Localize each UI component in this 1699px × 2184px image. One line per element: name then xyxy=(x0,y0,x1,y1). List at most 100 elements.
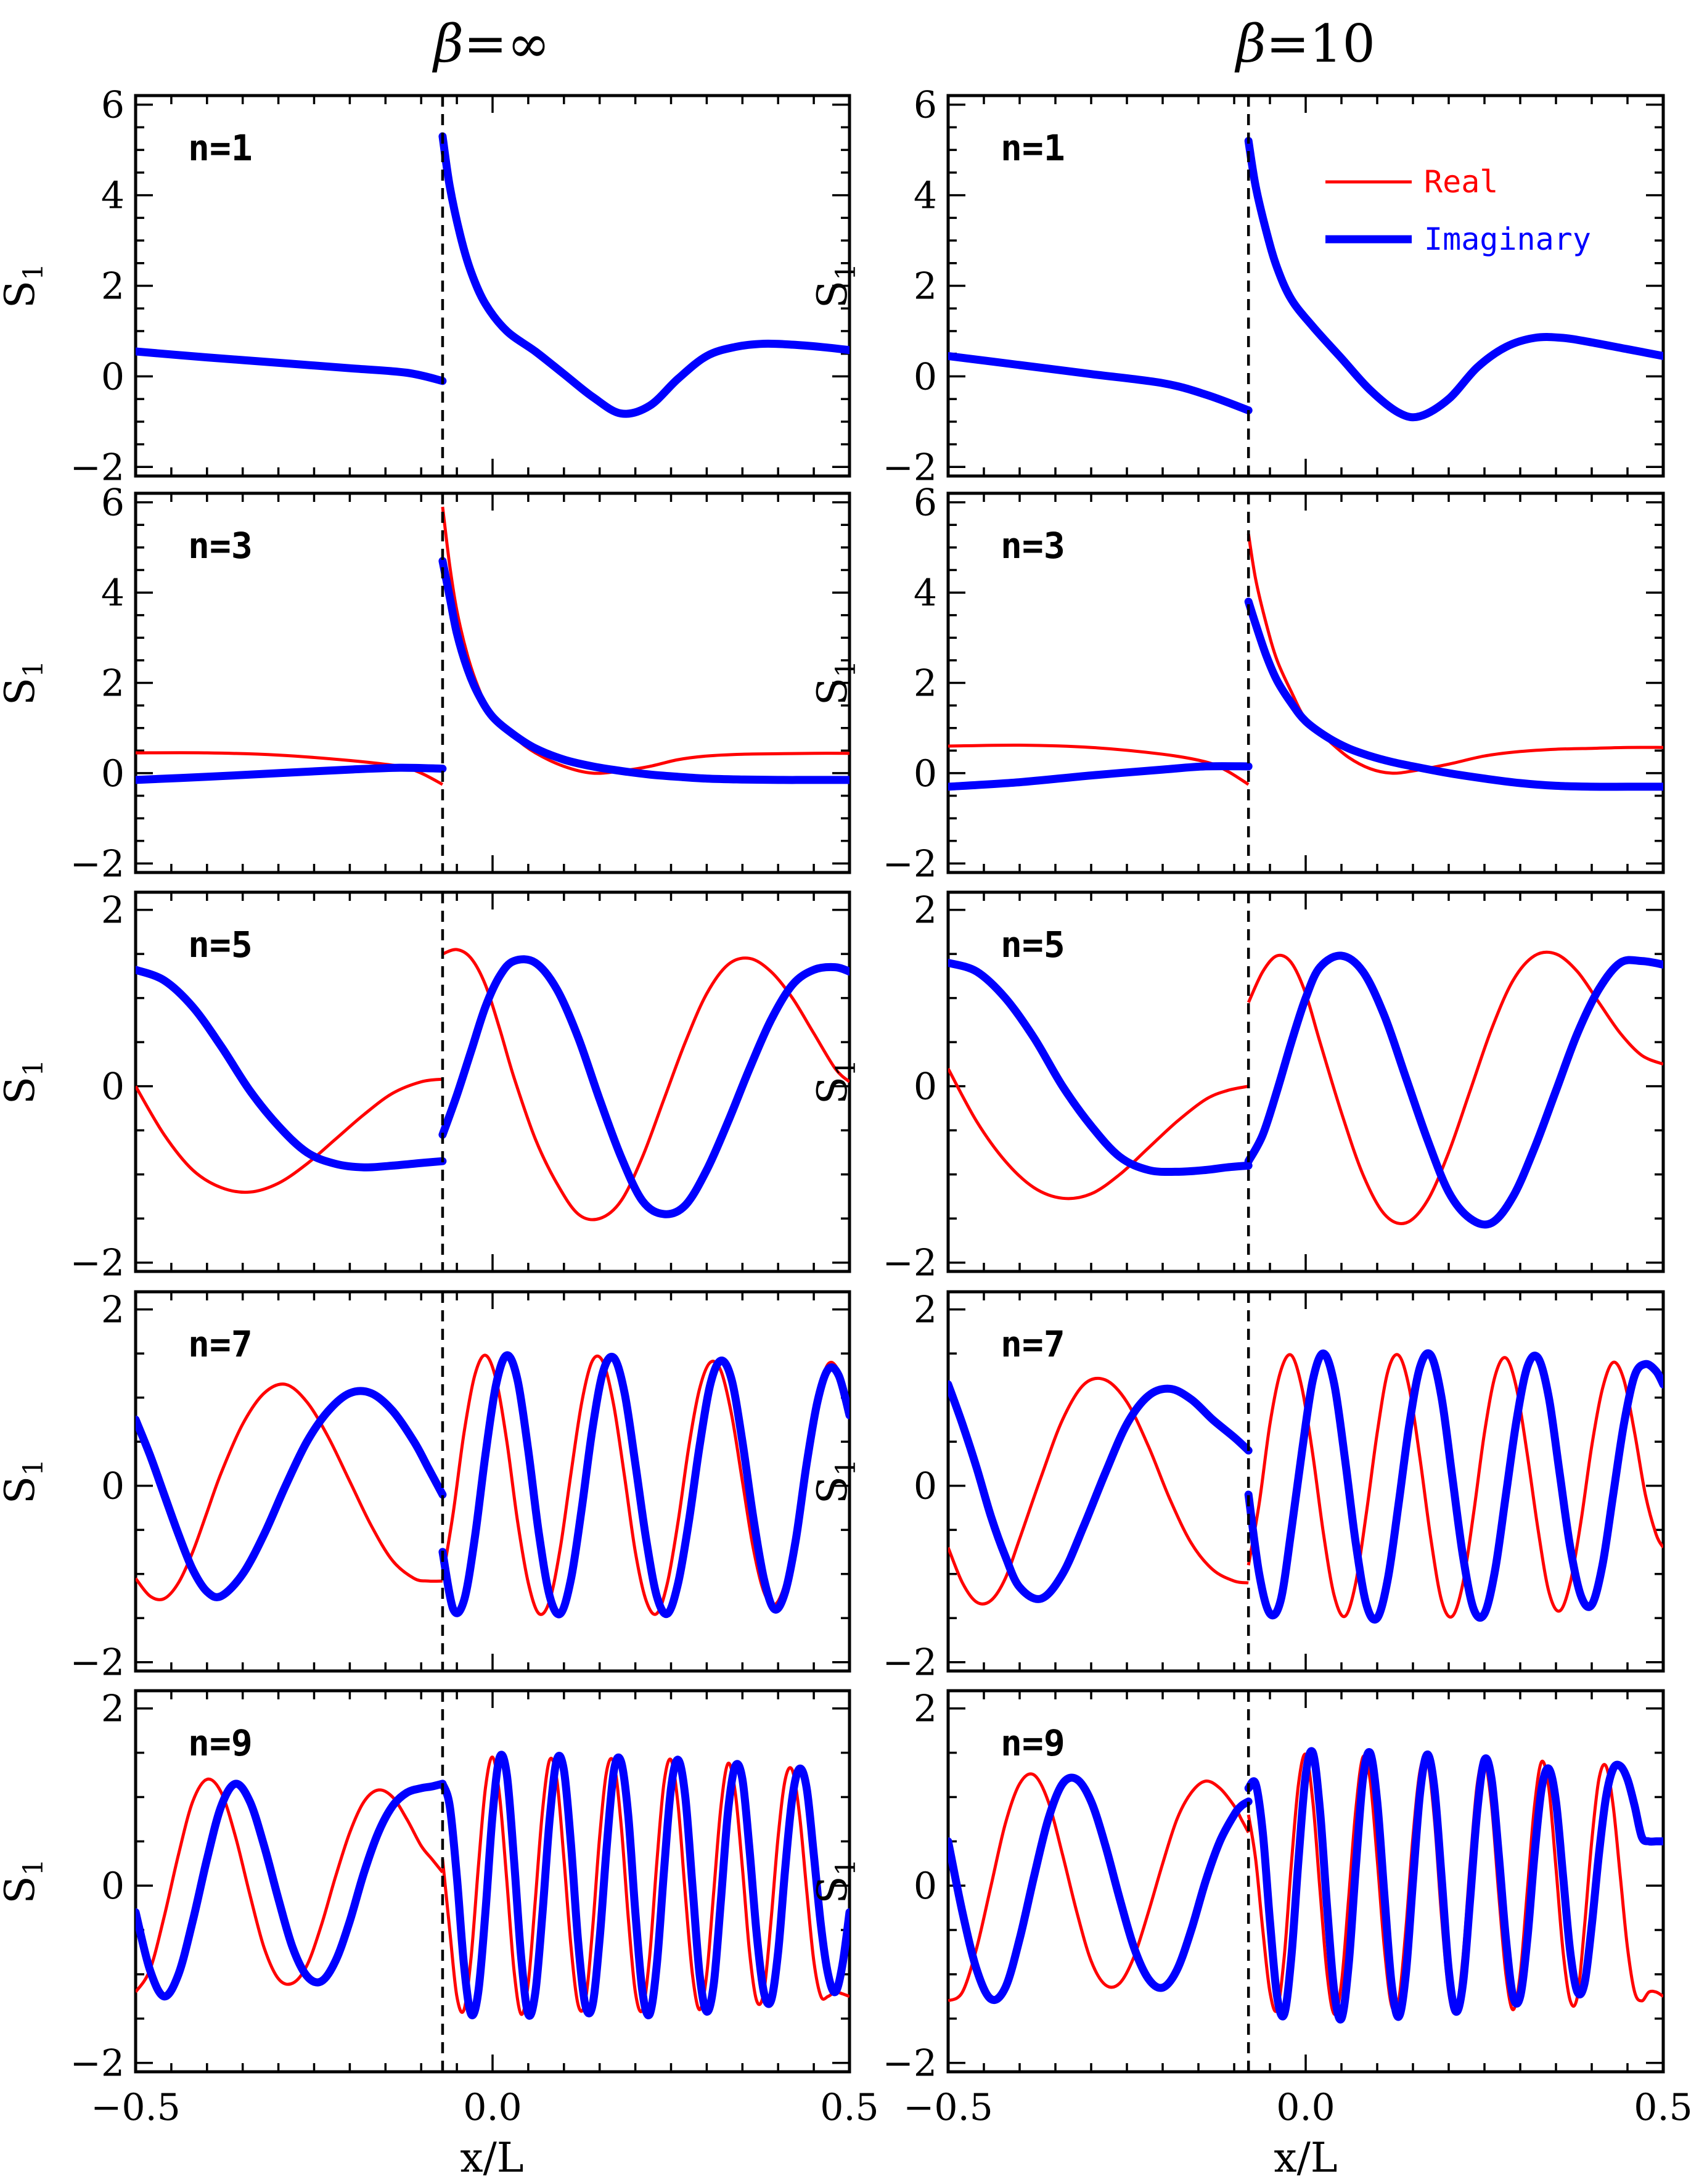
y-tick-label: 0 xyxy=(914,1065,937,1109)
x-tick-label: 0.0 xyxy=(463,2086,522,2129)
y-axis-label-subscript: 1 xyxy=(18,1059,49,1077)
y-tick-label: −2 xyxy=(883,446,937,489)
x-tick-label: 0.0 xyxy=(1276,2086,1335,2129)
y-tick-label: 0 xyxy=(101,1465,125,1508)
panel-r4-c1: −2 0 2 −0.5 0.0 0.5 S1 n=9 xyxy=(809,1688,1693,2129)
real-series-line-seg0 xyxy=(948,1376,1249,1606)
y-axis-label: S1 xyxy=(809,1858,862,1903)
imaginary-series-line-seg1 xyxy=(438,557,849,784)
panel-r0-c0: −2 0 2 4 6 S1 n=1 xyxy=(0,84,851,489)
panel-r3-c1: −2 0 2 S1 n=7 xyxy=(809,1289,1665,1685)
panel-r0-c1: −2 0 2 4 6 S1 n=1 xyxy=(809,84,1665,489)
imaginary-series-line-seg0 xyxy=(948,1380,1253,1603)
series-group xyxy=(136,948,849,1221)
imaginary-series-line-seg0 xyxy=(136,1387,447,1601)
y-tick-label: −2 xyxy=(883,842,937,885)
series-group xyxy=(948,533,1663,791)
imaginary-series-line-seg1 xyxy=(1244,1747,1663,2024)
legend: Real Imaginary xyxy=(1325,164,1591,257)
y-tick-label: 0 xyxy=(101,1865,125,1908)
y-axis-label-symbol: S xyxy=(809,1077,856,1104)
y-axis-label-symbol: S xyxy=(0,281,44,308)
real-series-line-seg1 xyxy=(1247,950,1663,1225)
imaginary-series-line-seg1 xyxy=(1244,597,1663,791)
series-group xyxy=(948,950,1663,1229)
x-tick-label: −0.5 xyxy=(903,2086,993,2129)
y-axis-label-subscript: 1 xyxy=(830,1459,862,1476)
imaginary-series-line-seg1 xyxy=(438,955,849,1218)
y-axis-label-symbol: S xyxy=(0,678,44,705)
panel-n-label: n=1 xyxy=(1001,127,1065,169)
y-axis-label-symbol: S xyxy=(809,678,856,705)
y-tick-label: 4 xyxy=(914,572,937,615)
panel-r1-c1: −2 0 2 4 6 S1 n=3 xyxy=(809,482,1665,885)
imaginary-series-line-seg0 xyxy=(136,763,447,784)
real-series-line-seg0 xyxy=(136,1077,443,1194)
real-series-line-seg0 xyxy=(948,1772,1250,2003)
y-tick-label: 6 xyxy=(101,482,125,525)
y-tick-label: 0 xyxy=(914,752,937,795)
y-axis-label: S1 xyxy=(0,660,49,705)
y-tick-label: 2 xyxy=(914,662,937,705)
y-axis-label-subscript: 1 xyxy=(830,1059,862,1077)
y-tick-label: 4 xyxy=(101,572,125,615)
imaginary-series-line-seg1 xyxy=(438,132,849,418)
x-tick-label: 0.5 xyxy=(820,2086,878,2129)
series-group xyxy=(948,1747,1663,2024)
series-group xyxy=(136,1351,849,1619)
y-axis-label-symbol: S xyxy=(0,1476,44,1504)
panel-n-label: n=5 xyxy=(1001,924,1065,966)
panel-n-label: n=1 xyxy=(188,127,253,169)
imaginary-series-line-seg0 xyxy=(948,762,1253,791)
y-tick-label: 0 xyxy=(914,1865,937,1908)
y-tick-label: −2 xyxy=(70,1641,125,1685)
y-axis-label-subscript: 1 xyxy=(18,1858,49,1876)
real-series-line-seg1 xyxy=(441,506,849,775)
imaginary-series-line-seg1 xyxy=(438,1351,849,1619)
y-axis-label-subscript: 1 xyxy=(830,660,862,678)
y-axis-label: S1 xyxy=(0,1059,49,1104)
panel-r3-c0: −2 0 2 S1 n=7 xyxy=(0,1289,851,1685)
x-tick-label: 0.5 xyxy=(1634,2086,1692,2129)
real-series-line-seg1 xyxy=(441,1755,849,2016)
y-tick-label: 0 xyxy=(914,355,937,398)
y-tick-label: 0 xyxy=(101,752,125,795)
x-tick-label: −0.5 xyxy=(91,2086,181,2129)
y-tick-label: 2 xyxy=(914,889,937,932)
real-series-line-seg0 xyxy=(948,1067,1249,1201)
imaginary-series-line-seg1 xyxy=(1244,951,1663,1229)
panels: −20246S1n=1−20246S1n=1−20246S1n=3−20246S… xyxy=(0,84,1693,2129)
imaginary-series-line-seg0 xyxy=(136,347,447,385)
panel-n-label: n=5 xyxy=(188,924,253,966)
imaginary-series-line-seg0 xyxy=(136,966,447,1172)
y-axis-label-symbol: S xyxy=(809,1876,856,1903)
imaginary-series-line-seg0 xyxy=(948,958,1253,1176)
panel-r1-c0: −2 0 2 4 6 S1 n=3 xyxy=(0,482,851,885)
y-tick-label: 6 xyxy=(914,84,937,127)
y-tick-label: 2 xyxy=(101,265,125,308)
y-tick-label: 6 xyxy=(101,84,125,127)
y-axis-label-subscript: 1 xyxy=(18,263,49,281)
y-axis-label-symbol: S xyxy=(809,1476,856,1504)
panel-r2-c1: −2 0 2 S1 n=5 xyxy=(809,889,1665,1285)
series-group xyxy=(948,137,1663,422)
panel-n-label: n=3 xyxy=(188,525,253,567)
y-tick-label: −2 xyxy=(883,2042,937,2085)
y-tick-label: −2 xyxy=(70,842,125,885)
real-series-line-seg1 xyxy=(441,136,849,416)
real-series-line-seg1 xyxy=(1247,1752,1663,2016)
series-group xyxy=(136,506,849,786)
y-axis-label-symbol: S xyxy=(0,1077,44,1104)
y-tick-label: −2 xyxy=(883,1242,937,1285)
imaginary-series-line-seg0 xyxy=(948,1773,1253,2005)
y-tick-label: −2 xyxy=(883,1641,937,1685)
real-series-line-seg0 xyxy=(136,751,444,786)
series-group xyxy=(136,1751,849,2020)
y-axis-label-symbol: S xyxy=(0,1876,44,1903)
series-group xyxy=(136,132,849,418)
column-title-left: β=∞ xyxy=(432,14,551,74)
y-axis-label: S1 xyxy=(809,1059,862,1104)
x-axis-label-left: x/L xyxy=(460,2134,523,2182)
